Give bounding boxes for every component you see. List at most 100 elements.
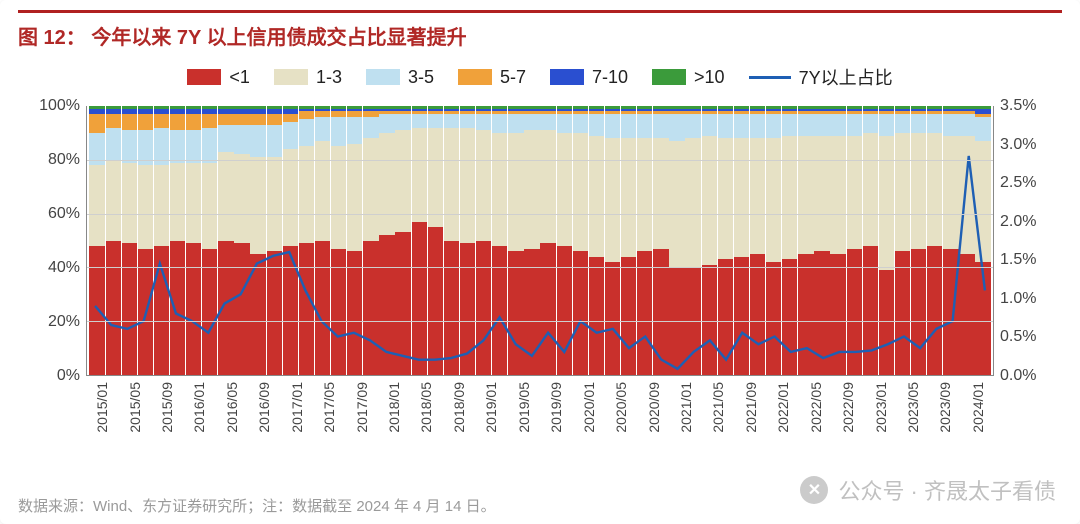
x-tick: 2023/01: [865, 378, 881, 454]
bar-segment: [412, 128, 427, 222]
bar-column: [717, 106, 733, 375]
bar-segment: [218, 152, 233, 241]
x-tick: [848, 378, 864, 454]
bar-segment: [492, 114, 507, 133]
x-tick: 2017/09: [346, 378, 362, 454]
bar-segment: [895, 114, 910, 133]
bar-segment: [186, 243, 201, 375]
bar-column: [749, 106, 765, 375]
x-tick: [362, 378, 378, 454]
bar-segment: [250, 114, 265, 125]
x-tick: [751, 378, 767, 454]
x-tick: [232, 378, 248, 454]
bar-segment: [363, 117, 378, 139]
bar-segment: [234, 125, 249, 155]
legend-swatch: [458, 69, 492, 85]
bar-segment: [186, 114, 201, 130]
bar-column: [637, 106, 653, 375]
bar-segment: [718, 138, 733, 259]
bar-segment: [927, 114, 942, 133]
bar-segment: [621, 257, 636, 375]
x-tick: [556, 378, 572, 454]
legend-swatch: [749, 76, 791, 79]
bar-column: [476, 106, 492, 375]
bar-segment: [943, 136, 958, 249]
bar-segment: [621, 114, 636, 138]
bar-segment: [122, 243, 137, 375]
x-tick: 2024/01: [962, 378, 978, 454]
legend-item: 3-5: [366, 67, 434, 88]
x-tick: 2021/09: [735, 378, 751, 454]
watermark-label: 公众号 · 齐晟太子看债: [838, 474, 1056, 506]
bar-column: [153, 106, 169, 375]
bar-segment: [702, 265, 717, 375]
bar-segment: [428, 114, 443, 127]
x-tick: [686, 378, 702, 454]
y-right-tick: 3.0%: [1000, 136, 1054, 154]
x-tick: [167, 378, 183, 454]
bar-segment: [218, 114, 233, 125]
bar-segment: [669, 114, 684, 141]
bar-segment: [508, 133, 523, 251]
bar-segment: [154, 246, 169, 375]
legend-label: 5-7: [500, 67, 526, 88]
x-tick: [491, 378, 507, 454]
bar-column: [572, 106, 588, 375]
legend-label: 7-10: [592, 67, 628, 88]
bar-segment: [250, 125, 265, 157]
x-tick: 2021/01: [670, 378, 686, 454]
bar-column: [186, 106, 202, 375]
bar-segment: [395, 114, 410, 130]
x-tick: [135, 378, 151, 454]
bar-column: [605, 106, 621, 375]
bar-column: [492, 106, 508, 375]
bar-segment: [363, 138, 378, 240]
bar-segment: [412, 222, 427, 375]
legend-swatch: [366, 69, 400, 85]
legend-swatch: [187, 69, 221, 85]
bar-segment: [395, 130, 410, 232]
bar-segment: [122, 163, 137, 244]
bar-column: [846, 106, 862, 375]
bar-segment: [202, 163, 217, 249]
bar-segment: [557, 114, 572, 133]
bar-segment: [879, 136, 894, 271]
bar-segment: [395, 232, 410, 375]
bar-segment: [379, 133, 394, 235]
bar-segment: [605, 262, 620, 375]
y-right-tick: 1.5%: [1000, 251, 1054, 269]
x-tick: 2020/05: [605, 378, 621, 454]
bar-segment: [460, 243, 475, 375]
bar-segment: [106, 241, 121, 376]
bar-column: [911, 106, 927, 375]
bar-segment: [718, 259, 733, 375]
legend-item: 5-7: [458, 67, 526, 88]
bar-segment: [460, 114, 475, 127]
y-left-tick: 100%: [26, 97, 80, 115]
bar-segment: [347, 251, 362, 375]
bar-segment: [492, 133, 507, 246]
bar-segment: [234, 243, 249, 375]
chart-card: 图 12： 今年以来 7Y 以上信用债成交占比显著提升 <11-33-55-77…: [0, 0, 1080, 524]
bar-segment: [750, 138, 765, 254]
bar-column: [427, 106, 443, 375]
y-left-tick: 20%: [26, 313, 80, 331]
bar-column: [894, 106, 910, 375]
bar-segment: [573, 133, 588, 251]
x-tick: [719, 378, 735, 454]
bar-segment: [798, 254, 813, 375]
x-tick: 2020/01: [573, 378, 589, 454]
bar-segment: [476, 241, 491, 376]
title-row: 图 12： 今年以来 7Y 以上信用债成交占比显著提升: [18, 10, 1062, 56]
source-note: 数据来源：Wind、东方证券研究所；注：数据截至 2024 年 4 月 14 日…: [18, 495, 496, 516]
bar-segment: [589, 114, 604, 136]
bar-segment: [347, 117, 362, 144]
x-tick: 2020/09: [637, 378, 653, 454]
bar-segment: [863, 246, 878, 375]
y-right-tick: 0.0%: [1000, 367, 1054, 385]
x-tick: 2015/09: [151, 378, 167, 454]
x-tick: 2022/05: [800, 378, 816, 454]
bar-segment: [315, 141, 330, 241]
x-tick: 2015/05: [118, 378, 134, 454]
bar-segment: [138, 165, 153, 248]
